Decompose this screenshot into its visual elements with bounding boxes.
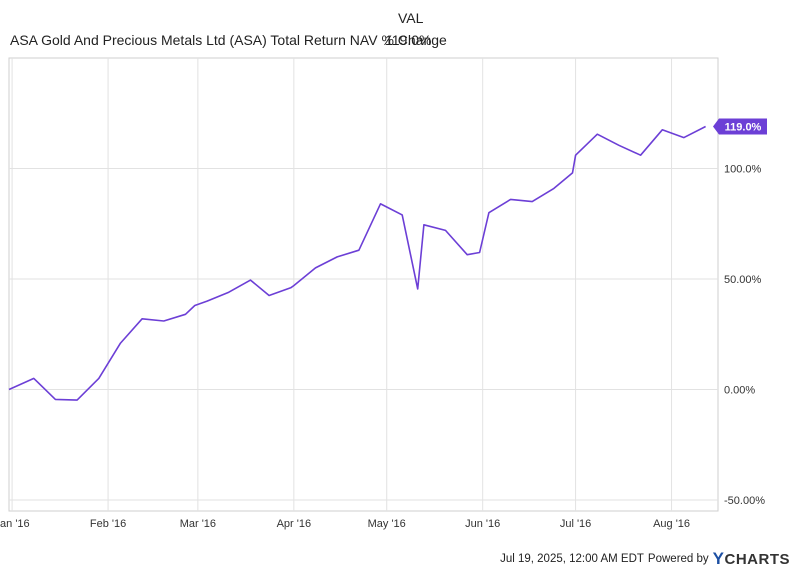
- x-tick-label: Apr '16: [277, 518, 312, 530]
- ycharts-logo[interactable]: Y CHARTS: [713, 549, 790, 569]
- x-tick-label: May '16: [368, 518, 406, 530]
- ycharts-logo-text: CHARTS: [724, 550, 790, 568]
- y-tick-label: 0.00%: [724, 384, 755, 396]
- end-value-badge: [713, 118, 767, 135]
- y-tick-label: -50.00%: [724, 495, 765, 507]
- y-tick-label: 100.0%: [724, 163, 762, 175]
- legend-series-value: 119.0%: [385, 32, 432, 48]
- ycharts-logo-y: Y: [712, 549, 725, 568]
- x-tick-label: Mar '16: [180, 518, 216, 530]
- y-tick-label: 50.00%: [724, 274, 762, 286]
- series-line: [8, 125, 706, 401]
- x-tick-label: Jun '16: [465, 518, 500, 530]
- x-tick-label: Feb '16: [90, 518, 126, 530]
- legend-header: VAL: [398, 10, 424, 26]
- end-value-label: 119.0%: [725, 122, 762, 134]
- plot-frame: [8, 57, 719, 512]
- legend-series-label: ASA Gold And Precious Metals Ltd (ASA) T…: [10, 32, 447, 48]
- x-tick-label: Jul '16: [560, 518, 591, 530]
- x-tick-label: Aug '16: [653, 518, 690, 530]
- x-tick-label: Jan '16: [0, 518, 30, 530]
- footer-powered-by: Powered by: [647, 553, 709, 565]
- footer-timestamp: Jul 19, 2025, 12:00 AM EDT: [500, 553, 644, 565]
